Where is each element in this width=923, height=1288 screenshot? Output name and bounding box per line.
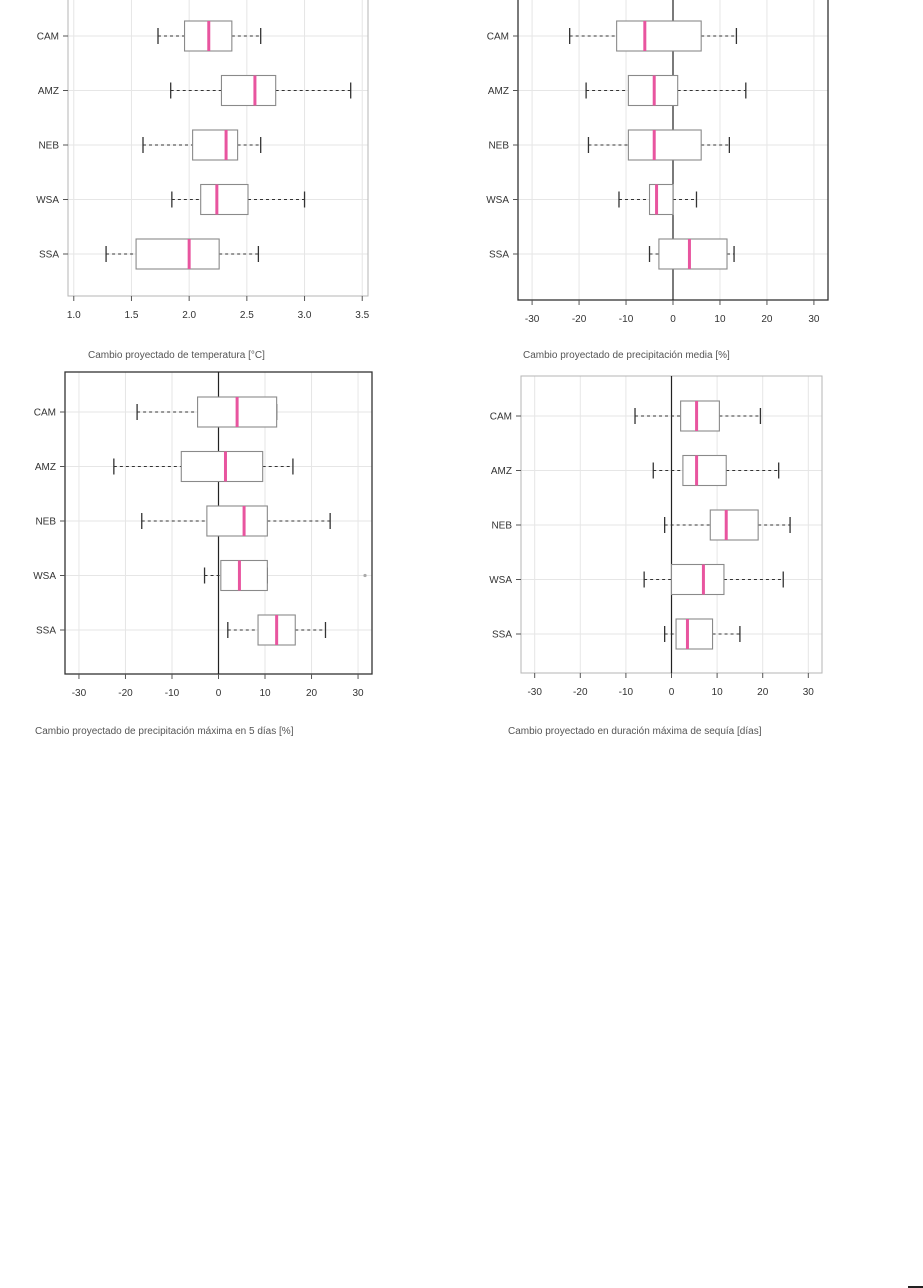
box-ssa [664,618,741,650]
x-tick-label: -20 [118,688,133,699]
box-iqr [616,20,702,52]
chart-panel-mean-precipitation: CAM AMZ NEB WSA SSA -30 -20 -10 0 10 20 30 [465,0,835,330]
box-iqr [220,559,268,592]
x-tick-label: 1.5 [125,310,139,321]
x-tick-label: -10 [619,314,634,325]
page-corner-mark [908,1286,923,1288]
y-tick-label: SSA [36,626,56,637]
x-tick-label: -30 [72,688,87,699]
box-iqr [675,618,714,650]
x-tick-label: 2.5 [240,310,254,321]
box-neb [141,505,331,537]
box-iqr [135,238,220,270]
chart-svg-temperature: CAM AMZ NEB WSA SSA 1.0 1.5 2.0 2.5 3.0 3.5 [36,0,370,321]
box-wsa [618,183,698,216]
chart-panel-max5day-precipitation: CAM AMZ NEB WSA SSA -30 -20 -10 0 10 20 30 [15,371,385,702]
x-tick-label: 20 [761,314,773,325]
y-tick-label: AMZ [491,466,512,477]
y-tick-label: CAM [37,32,59,43]
x-tick-label: 30 [352,688,364,699]
y-tick-label: CAM [490,412,512,423]
box-amz [585,74,747,107]
box-neb [664,509,791,541]
y-tick-label: SSA [489,250,509,261]
box-iqr [206,505,268,537]
x-tick-label: -10 [619,687,634,698]
box-iqr [200,183,249,216]
y-tick-label: CAM [487,32,509,43]
x-tick-label: -20 [573,687,588,698]
y-tick-label: AMZ [35,462,56,473]
box-wsa [643,563,784,596]
x-tick-label: -30 [527,687,542,698]
x-tick-label: 3.5 [355,310,369,321]
y-tick-label: WSA [36,195,59,206]
box-iqr [709,509,759,541]
box-ssa [105,238,260,270]
y-tick-label: NEB [488,141,509,152]
box-cam [569,20,738,52]
x-axis-label-max5day-precipitation: Cambio proyectado de precipitación máxim… [35,726,294,737]
box-iqr [220,74,277,107]
box-wsa [203,559,367,592]
x-tick-label: 30 [808,314,820,325]
x-tick-label: 0 [670,314,676,325]
chart-svg-max5day-precipitation: CAM AMZ NEB WSA SSA -30 -20 -10 0 10 20 30 [33,371,373,699]
box-iqr [680,400,720,432]
box-neb [587,129,731,161]
chart-svg-drought-duration: CAM AMZ NEB WSA SSA -30 -20 -10 0 10 20 30 [489,375,823,698]
x-tick-label: -10 [165,688,180,699]
box-iqr [180,450,264,483]
x-tick-label: -30 [525,314,540,325]
box-amz [170,74,352,107]
box-amz [113,450,294,483]
y-tick-label: CAM [34,408,56,419]
x-tick-label: 3.0 [298,310,312,321]
x-tick-label: -20 [572,314,587,325]
box-wsa [171,183,306,216]
y-tick-label: WSA [489,575,512,586]
box-iqr [682,454,727,487]
y-tick-label: AMZ [38,86,59,97]
x-tick-label: 0 [216,688,222,699]
chart-svg-mean-precipitation: CAM AMZ NEB WSA SSA -30 -20 -10 0 10 20 30 [486,0,829,325]
y-tick-label: WSA [33,571,56,582]
y-tick-label: AMZ [488,86,509,97]
x-axis-label-drought-duration: Cambio proyectado en duración máxima de … [508,726,762,737]
box-ssa [227,614,327,646]
y-tick-label: WSA [486,195,509,206]
x-tick-label: 1.0 [67,310,81,321]
box-cam [136,396,278,428]
chart-panel-temperature: CAM AMZ NEB WSA SSA 1.0 1.5 2.0 2.5 3.0 3.5 [18,0,388,330]
x-tick-label: 10 [712,687,724,698]
y-tick-label: NEB [491,521,512,532]
box-iqr [670,563,725,596]
box-iqr [658,238,728,270]
box-cam [634,400,762,432]
x-axis-label-mean-precipitation: Cambio proyectado de precipitación media… [523,350,730,361]
box-cam [157,20,262,52]
chart-panel-drought-duration: CAM AMZ NEB WSA SSA -30 -20 -10 0 10 20 30 [464,375,834,706]
box-iqr [627,129,702,161]
x-tick-label: 10 [714,314,726,325]
x-tick-label: 20 [306,688,318,699]
box-iqr [648,183,674,216]
box-iqr [192,129,239,161]
y-tick-label: SSA [492,630,512,641]
x-axis-label-temperature: Cambio proyectado de temperatura [°C] [88,350,265,361]
x-tick-label: 30 [803,687,815,698]
outlier-point [363,573,367,578]
box-ssa [648,238,735,270]
y-tick-label: NEB [38,141,59,152]
plot-frame [67,0,369,297]
box-neb [142,129,262,161]
x-tick-label: 20 [757,687,769,698]
x-tick-label: 0 [669,687,675,698]
box-amz [652,454,780,487]
y-tick-label: SSA [39,250,59,261]
x-tick-label: 10 [259,688,271,699]
x-tick-label: 2.0 [182,310,196,321]
y-tick-label: NEB [35,517,56,528]
